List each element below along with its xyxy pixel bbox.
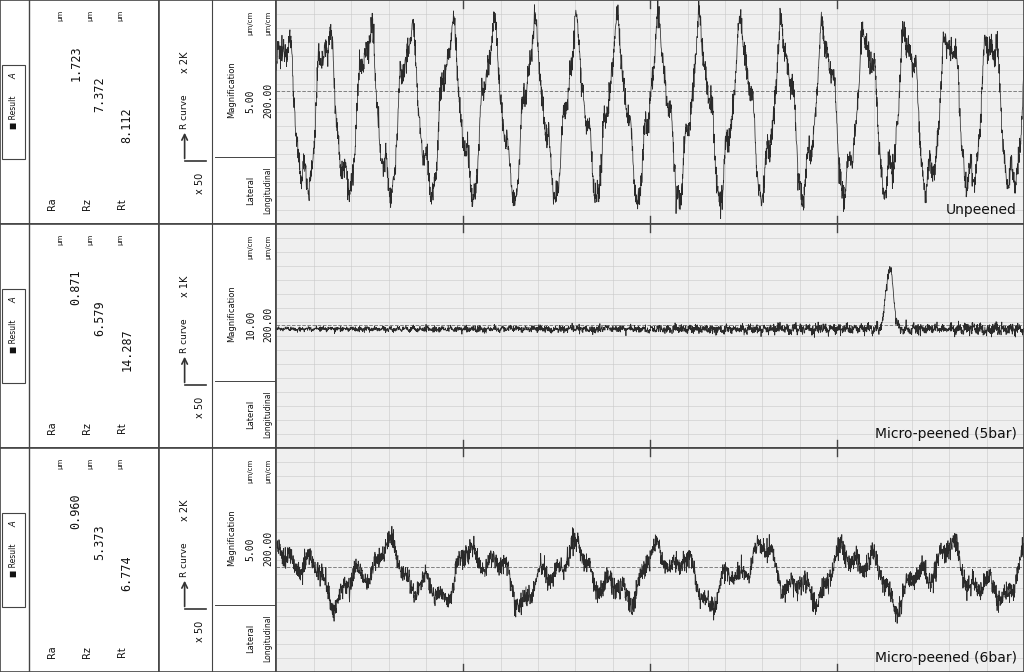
Text: μm: μm bbox=[57, 234, 63, 245]
Text: Magnification: Magnification bbox=[227, 61, 237, 118]
Text: Magnification: Magnification bbox=[227, 285, 237, 342]
FancyBboxPatch shape bbox=[2, 65, 26, 159]
Text: A: A bbox=[9, 73, 18, 79]
Text: ■ Result: ■ Result bbox=[9, 95, 18, 129]
Text: 8.112: 8.112 bbox=[121, 108, 133, 143]
Text: x 2K: x 2K bbox=[179, 52, 189, 73]
Text: μm/cm: μm/cm bbox=[265, 458, 271, 482]
Text: μm: μm bbox=[118, 10, 124, 22]
Text: 14.287: 14.287 bbox=[121, 328, 133, 371]
Text: R curve: R curve bbox=[180, 543, 189, 577]
Text: Rt: Rt bbox=[117, 646, 127, 657]
Text: Lateral: Lateral bbox=[246, 400, 255, 429]
Text: μm: μm bbox=[87, 10, 93, 22]
Text: 5.00: 5.00 bbox=[246, 537, 256, 560]
Text: 1.723: 1.723 bbox=[70, 45, 83, 81]
Text: 0.871: 0.871 bbox=[70, 269, 83, 304]
Text: Longitudinal: Longitudinal bbox=[264, 390, 272, 438]
Text: μm: μm bbox=[57, 458, 63, 469]
Text: A: A bbox=[9, 521, 18, 527]
Text: 200.00: 200.00 bbox=[263, 307, 273, 343]
Text: 0.960: 0.960 bbox=[70, 493, 83, 529]
Text: Unpeened: Unpeened bbox=[945, 203, 1017, 217]
Text: μm/cm: μm/cm bbox=[265, 235, 271, 259]
Text: Rz: Rz bbox=[82, 646, 92, 658]
Text: 6.579: 6.579 bbox=[93, 300, 106, 336]
Text: 5.00: 5.00 bbox=[246, 89, 256, 112]
Text: Ra: Ra bbox=[47, 198, 57, 210]
Text: Rz: Rz bbox=[82, 198, 92, 210]
Text: ■ Result: ■ Result bbox=[9, 319, 18, 353]
Text: R curve: R curve bbox=[180, 95, 189, 129]
Text: μm/cm: μm/cm bbox=[248, 10, 254, 34]
Text: x 50: x 50 bbox=[195, 621, 205, 642]
Text: R curve: R curve bbox=[180, 319, 189, 353]
Text: ■ Result: ■ Result bbox=[9, 543, 18, 577]
Text: x 50: x 50 bbox=[195, 173, 205, 194]
Text: μm: μm bbox=[118, 234, 124, 245]
Text: Rz: Rz bbox=[82, 422, 92, 434]
Text: x 1K: x 1K bbox=[179, 276, 189, 298]
Text: Micro-peened (6bar): Micro-peened (6bar) bbox=[874, 651, 1017, 665]
Text: 200.00: 200.00 bbox=[263, 531, 273, 566]
Text: μm: μm bbox=[57, 10, 63, 22]
Text: Micro-peened (5bar): Micro-peened (5bar) bbox=[874, 427, 1017, 442]
Text: Ra: Ra bbox=[47, 646, 57, 658]
Text: μm/cm: μm/cm bbox=[248, 235, 254, 259]
Text: 10.00: 10.00 bbox=[246, 310, 256, 339]
Text: μm: μm bbox=[87, 458, 93, 469]
Text: x 50: x 50 bbox=[195, 397, 205, 418]
Text: Magnification: Magnification bbox=[227, 509, 237, 566]
FancyBboxPatch shape bbox=[2, 513, 26, 607]
Text: μm/cm: μm/cm bbox=[248, 458, 254, 482]
Text: Rt: Rt bbox=[117, 198, 127, 209]
Text: 7.372: 7.372 bbox=[93, 76, 106, 112]
Text: Longitudinal: Longitudinal bbox=[264, 167, 272, 214]
Text: x 2K: x 2K bbox=[179, 500, 189, 521]
Text: Ra: Ra bbox=[47, 421, 57, 434]
Text: A: A bbox=[9, 297, 18, 303]
Text: Lateral: Lateral bbox=[246, 176, 255, 205]
Text: 6.774: 6.774 bbox=[121, 556, 133, 591]
Text: Rt: Rt bbox=[117, 423, 127, 433]
Text: μm/cm: μm/cm bbox=[265, 10, 271, 34]
Text: μm: μm bbox=[87, 234, 93, 245]
Text: 5.373: 5.373 bbox=[93, 524, 106, 560]
Text: Lateral: Lateral bbox=[246, 624, 255, 653]
FancyBboxPatch shape bbox=[2, 289, 26, 383]
Text: Longitudinal: Longitudinal bbox=[264, 614, 272, 663]
Text: μm: μm bbox=[118, 458, 124, 469]
Text: 200.00: 200.00 bbox=[263, 83, 273, 118]
